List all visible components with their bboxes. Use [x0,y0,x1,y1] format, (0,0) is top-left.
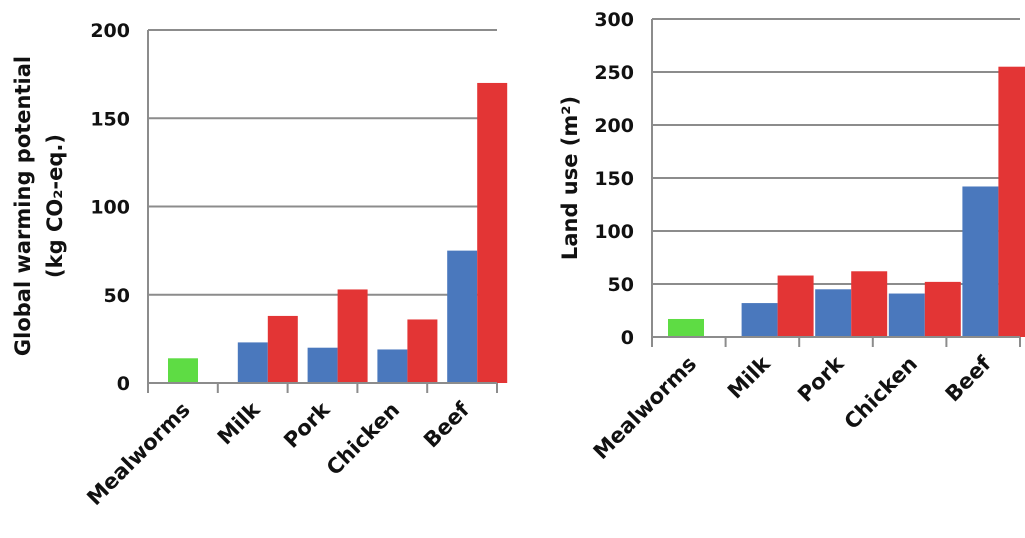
y-tick-label: 200 [90,20,130,42]
bar-mealworms [168,358,198,383]
bar-pork-low [307,347,338,383]
bar-chicken-low [377,349,408,383]
y-tick-label: 250 [594,62,634,84]
bar-pork-high [337,289,368,383]
bar-milk-high [267,315,298,383]
y-tick-label: 100 [90,197,130,219]
x-category-label: Mealworms [589,352,701,464]
y-tick-label: 200 [594,115,634,137]
bar-chicken-high [924,281,961,337]
bar-milk-high [777,275,814,337]
y-tick-label: 0 [621,327,634,349]
x-category-label: Milk [723,351,776,404]
y-tick-label: 50 [608,274,634,296]
y-axis-title-line1: Global warming potential [11,56,35,356]
bar-mealworms [668,318,704,337]
bar-milk-low [741,303,778,337]
bar-pork-high [851,271,888,337]
bar-beef-low [447,250,478,383]
bar-milk-low [237,342,268,383]
y-tick-label: 150 [594,168,634,190]
bar-pork-low [815,289,852,337]
y-tick-label: 100 [594,221,634,243]
bar-beef-high [477,82,508,383]
x-category-label: Chicken [840,352,922,434]
bar-chicken-high [407,319,438,383]
x-category-label: Pork [793,351,849,407]
y-tick-label: 150 [90,108,130,130]
y-tick-label: 300 [594,9,634,31]
bar-beef-high [998,66,1025,337]
y-axis-title-line2: (kg CO₂-eq.) [43,134,67,278]
y-tick-label: 50 [104,285,130,307]
bar-chicken-low [888,293,925,337]
y-tick-label: 0 [117,373,130,395]
x-category-label: Beef [941,351,997,407]
y-axis-title: Land use (m²) [558,96,582,260]
bar-beef-low [962,186,999,337]
